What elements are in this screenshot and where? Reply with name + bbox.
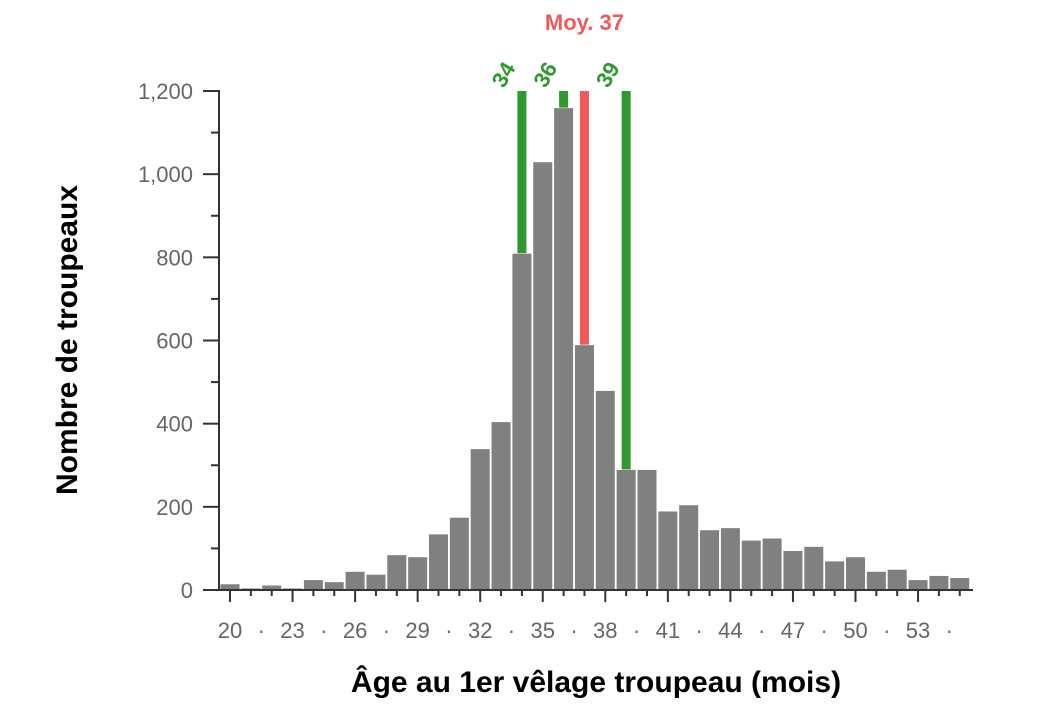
bar-26 [344, 570, 366, 591]
bar-28 [386, 554, 408, 591]
y-tick-label-800: 800 [156, 245, 193, 270]
bar-39 [615, 468, 637, 591]
bar-51 [865, 570, 887, 591]
y-tick-label-1000: 1,000 [138, 162, 193, 187]
x-tick-label: · [695, 618, 702, 643]
x-tick-label: 41 [656, 618, 680, 643]
reference-line-39 [621, 91, 631, 470]
x-tick-label: 38 [593, 618, 617, 643]
x-tick-label: · [508, 618, 515, 643]
x-tick-label: 35 [531, 618, 555, 643]
bar-45 [740, 539, 762, 591]
reference-line-34 [517, 91, 527, 254]
bar-49 [824, 560, 846, 591]
bar-43 [699, 529, 721, 591]
x-tick-label: · [570, 618, 577, 643]
bar-34 [511, 252, 533, 591]
x-tick-label: 44 [718, 618, 742, 643]
bar-53 [907, 579, 929, 591]
bar-32 [469, 448, 491, 591]
x-tick-label: 20 [218, 618, 242, 643]
x-tick-label: · [383, 618, 390, 643]
bar-25 [323, 581, 345, 591]
bar-31 [448, 516, 470, 591]
bar-47 [782, 549, 804, 591]
bar-41 [657, 510, 679, 591]
mean-label: Moy. 37 [545, 10, 624, 35]
bar-48 [803, 545, 825, 591]
reference-label-34: 34 [487, 57, 521, 91]
x-tick-label: 26 [343, 618, 367, 643]
bar-50 [845, 556, 866, 591]
x-tick-label: 53 [906, 618, 930, 643]
x-tick-label: 50 [843, 618, 867, 643]
bar-24 [302, 579, 324, 591]
bar-40 [636, 468, 658, 591]
y-tick-label-0: 0 [181, 578, 193, 603]
reference-line-37 [579, 91, 589, 345]
x-tick-label: · [821, 618, 828, 643]
x-tick-label: · [883, 618, 890, 643]
bar-37 [573, 344, 595, 591]
x-tick-label: · [320, 618, 327, 643]
bars-group [219, 107, 971, 591]
bar-44 [719, 527, 741, 591]
x-tick-label: · [258, 618, 265, 643]
x-tick-label: 47 [781, 618, 805, 643]
y-tick-label-600: 600 [156, 329, 193, 354]
y-axis-title: Nombre de troupeaux [51, 185, 84, 495]
x-axis-title: Âge au 1er vêlage troupeau (mois) [351, 665, 841, 699]
reference-label-36: 36 [528, 58, 562, 92]
axes-group: 0 200 400 600 800 1,000 1,200 20 · 23 · 26 · 29 · 32 · 35… [138, 79, 973, 643]
y-tick-label-400: 400 [156, 412, 193, 437]
x-tick-label: 29 [405, 618, 429, 643]
bar-33 [490, 421, 512, 591]
x-tick-label: · [445, 618, 452, 643]
bar-29 [407, 556, 429, 591]
y-tick-label-1200: 1,200 [138, 79, 193, 104]
bar-46 [761, 537, 783, 591]
reference-line-36 [559, 91, 569, 108]
bar-36 [553, 107, 575, 591]
y-tick-label-200: 200 [156, 495, 193, 520]
x-tick-label: · [946, 618, 953, 643]
x-tick-label: · [758, 618, 765, 643]
bar-38 [594, 389, 616, 591]
x-tick-label: 23 [280, 618, 304, 643]
bar-35 [532, 161, 554, 591]
bar-42 [678, 504, 700, 591]
bar-54 [928, 574, 950, 591]
bar-52 [886, 568, 908, 591]
bar-55 [949, 577, 971, 591]
bar-27 [365, 573, 387, 591]
x-tick-label: · [633, 618, 640, 643]
x-tick-label: 32 [468, 618, 492, 643]
reference-label-39: 39 [591, 58, 625, 92]
bar-30 [428, 533, 449, 591]
